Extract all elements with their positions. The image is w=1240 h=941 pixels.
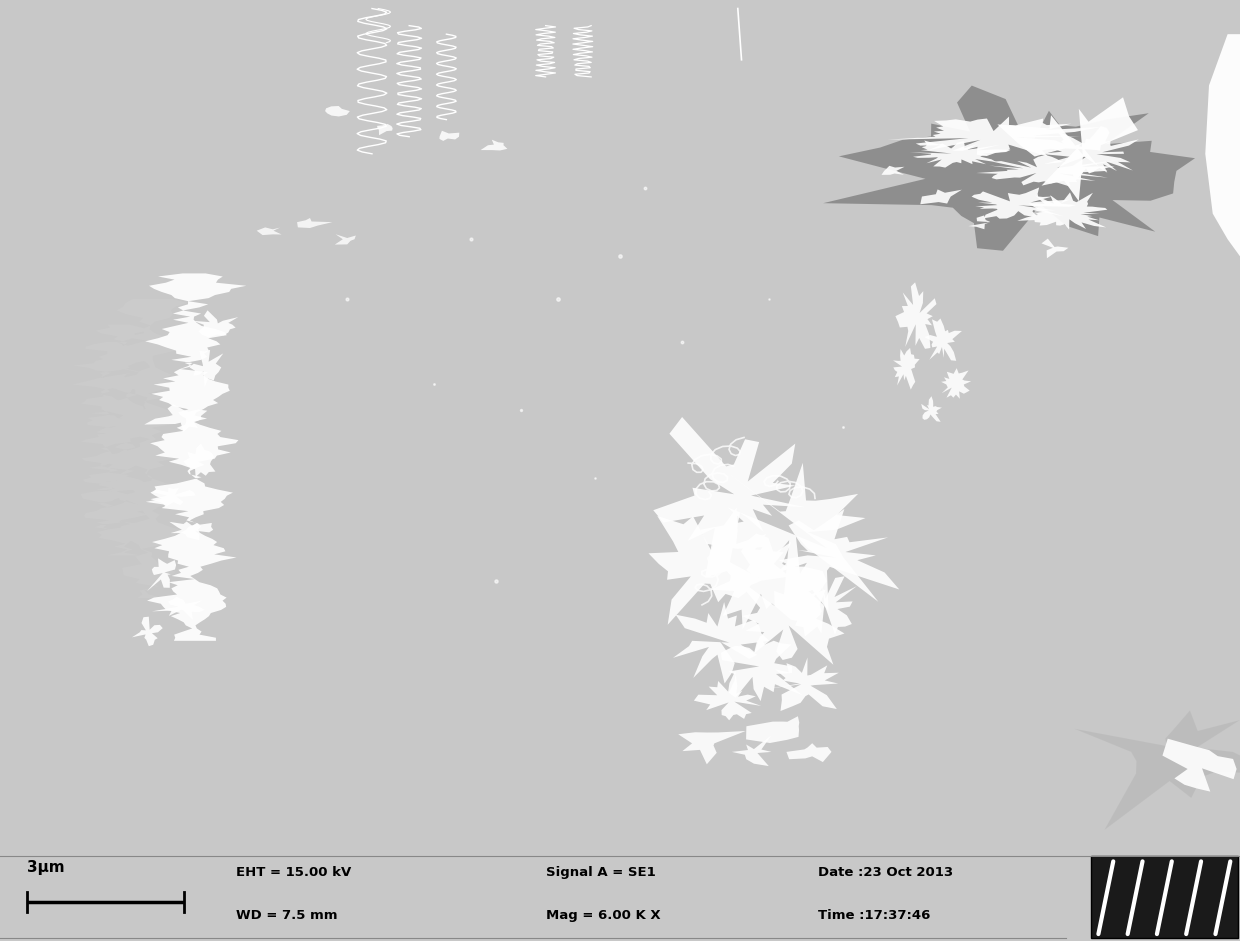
Text: Time :17:37:46: Time :17:37:46 [818, 909, 931, 922]
Polygon shape [720, 635, 802, 701]
Polygon shape [148, 558, 176, 591]
Polygon shape [882, 166, 904, 175]
Polygon shape [730, 572, 844, 664]
Polygon shape [257, 228, 281, 235]
Polygon shape [887, 117, 1101, 156]
Polygon shape [895, 282, 936, 349]
Polygon shape [95, 325, 157, 555]
Polygon shape [732, 735, 771, 766]
Polygon shape [335, 234, 356, 245]
Polygon shape [941, 368, 971, 399]
Polygon shape [649, 507, 790, 625]
Polygon shape [776, 509, 899, 612]
Polygon shape [1162, 739, 1236, 791]
Polygon shape [694, 671, 761, 720]
Polygon shape [968, 215, 991, 230]
Polygon shape [823, 86, 1195, 250]
Polygon shape [184, 443, 216, 477]
Polygon shape [678, 731, 745, 764]
Polygon shape [1039, 126, 1138, 181]
Bar [1091, 856, 1238, 937]
Polygon shape [193, 311, 238, 338]
Polygon shape [673, 602, 769, 683]
Polygon shape [920, 189, 962, 204]
Text: WD = 7.5 mm: WD = 7.5 mm [236, 909, 337, 922]
Polygon shape [170, 521, 213, 540]
Polygon shape [701, 463, 878, 609]
Polygon shape [893, 348, 920, 390]
Polygon shape [786, 743, 832, 762]
Polygon shape [653, 417, 805, 578]
Text: 3μm: 3μm [27, 860, 64, 875]
Polygon shape [144, 405, 207, 432]
Polygon shape [481, 139, 507, 151]
Polygon shape [976, 155, 1117, 186]
Polygon shape [1075, 710, 1240, 830]
Polygon shape [439, 131, 459, 141]
Polygon shape [190, 350, 223, 387]
Polygon shape [298, 218, 332, 228]
Polygon shape [711, 534, 827, 630]
Text: Date :23 Oct 2013: Date :23 Oct 2013 [818, 866, 954, 879]
Polygon shape [150, 487, 196, 506]
Polygon shape [325, 106, 350, 117]
Polygon shape [746, 716, 800, 743]
Polygon shape [972, 187, 1076, 218]
Polygon shape [764, 658, 838, 711]
Polygon shape [997, 97, 1138, 201]
Polygon shape [789, 576, 857, 636]
Polygon shape [117, 299, 187, 598]
Polygon shape [151, 597, 205, 620]
Polygon shape [924, 318, 962, 360]
Polygon shape [910, 140, 1011, 167]
Polygon shape [1205, 34, 1240, 256]
Polygon shape [1042, 239, 1069, 258]
Polygon shape [921, 396, 942, 422]
Polygon shape [73, 342, 138, 530]
Polygon shape [145, 274, 247, 641]
Polygon shape [1017, 192, 1107, 230]
Polygon shape [131, 616, 162, 646]
Polygon shape [377, 124, 393, 136]
Text: Mag = 6.00 K X: Mag = 6.00 K X [546, 909, 660, 922]
Text: Signal A = SE1: Signal A = SE1 [546, 866, 656, 879]
Text: EHT = 15.00 kV: EHT = 15.00 kV [236, 866, 351, 879]
